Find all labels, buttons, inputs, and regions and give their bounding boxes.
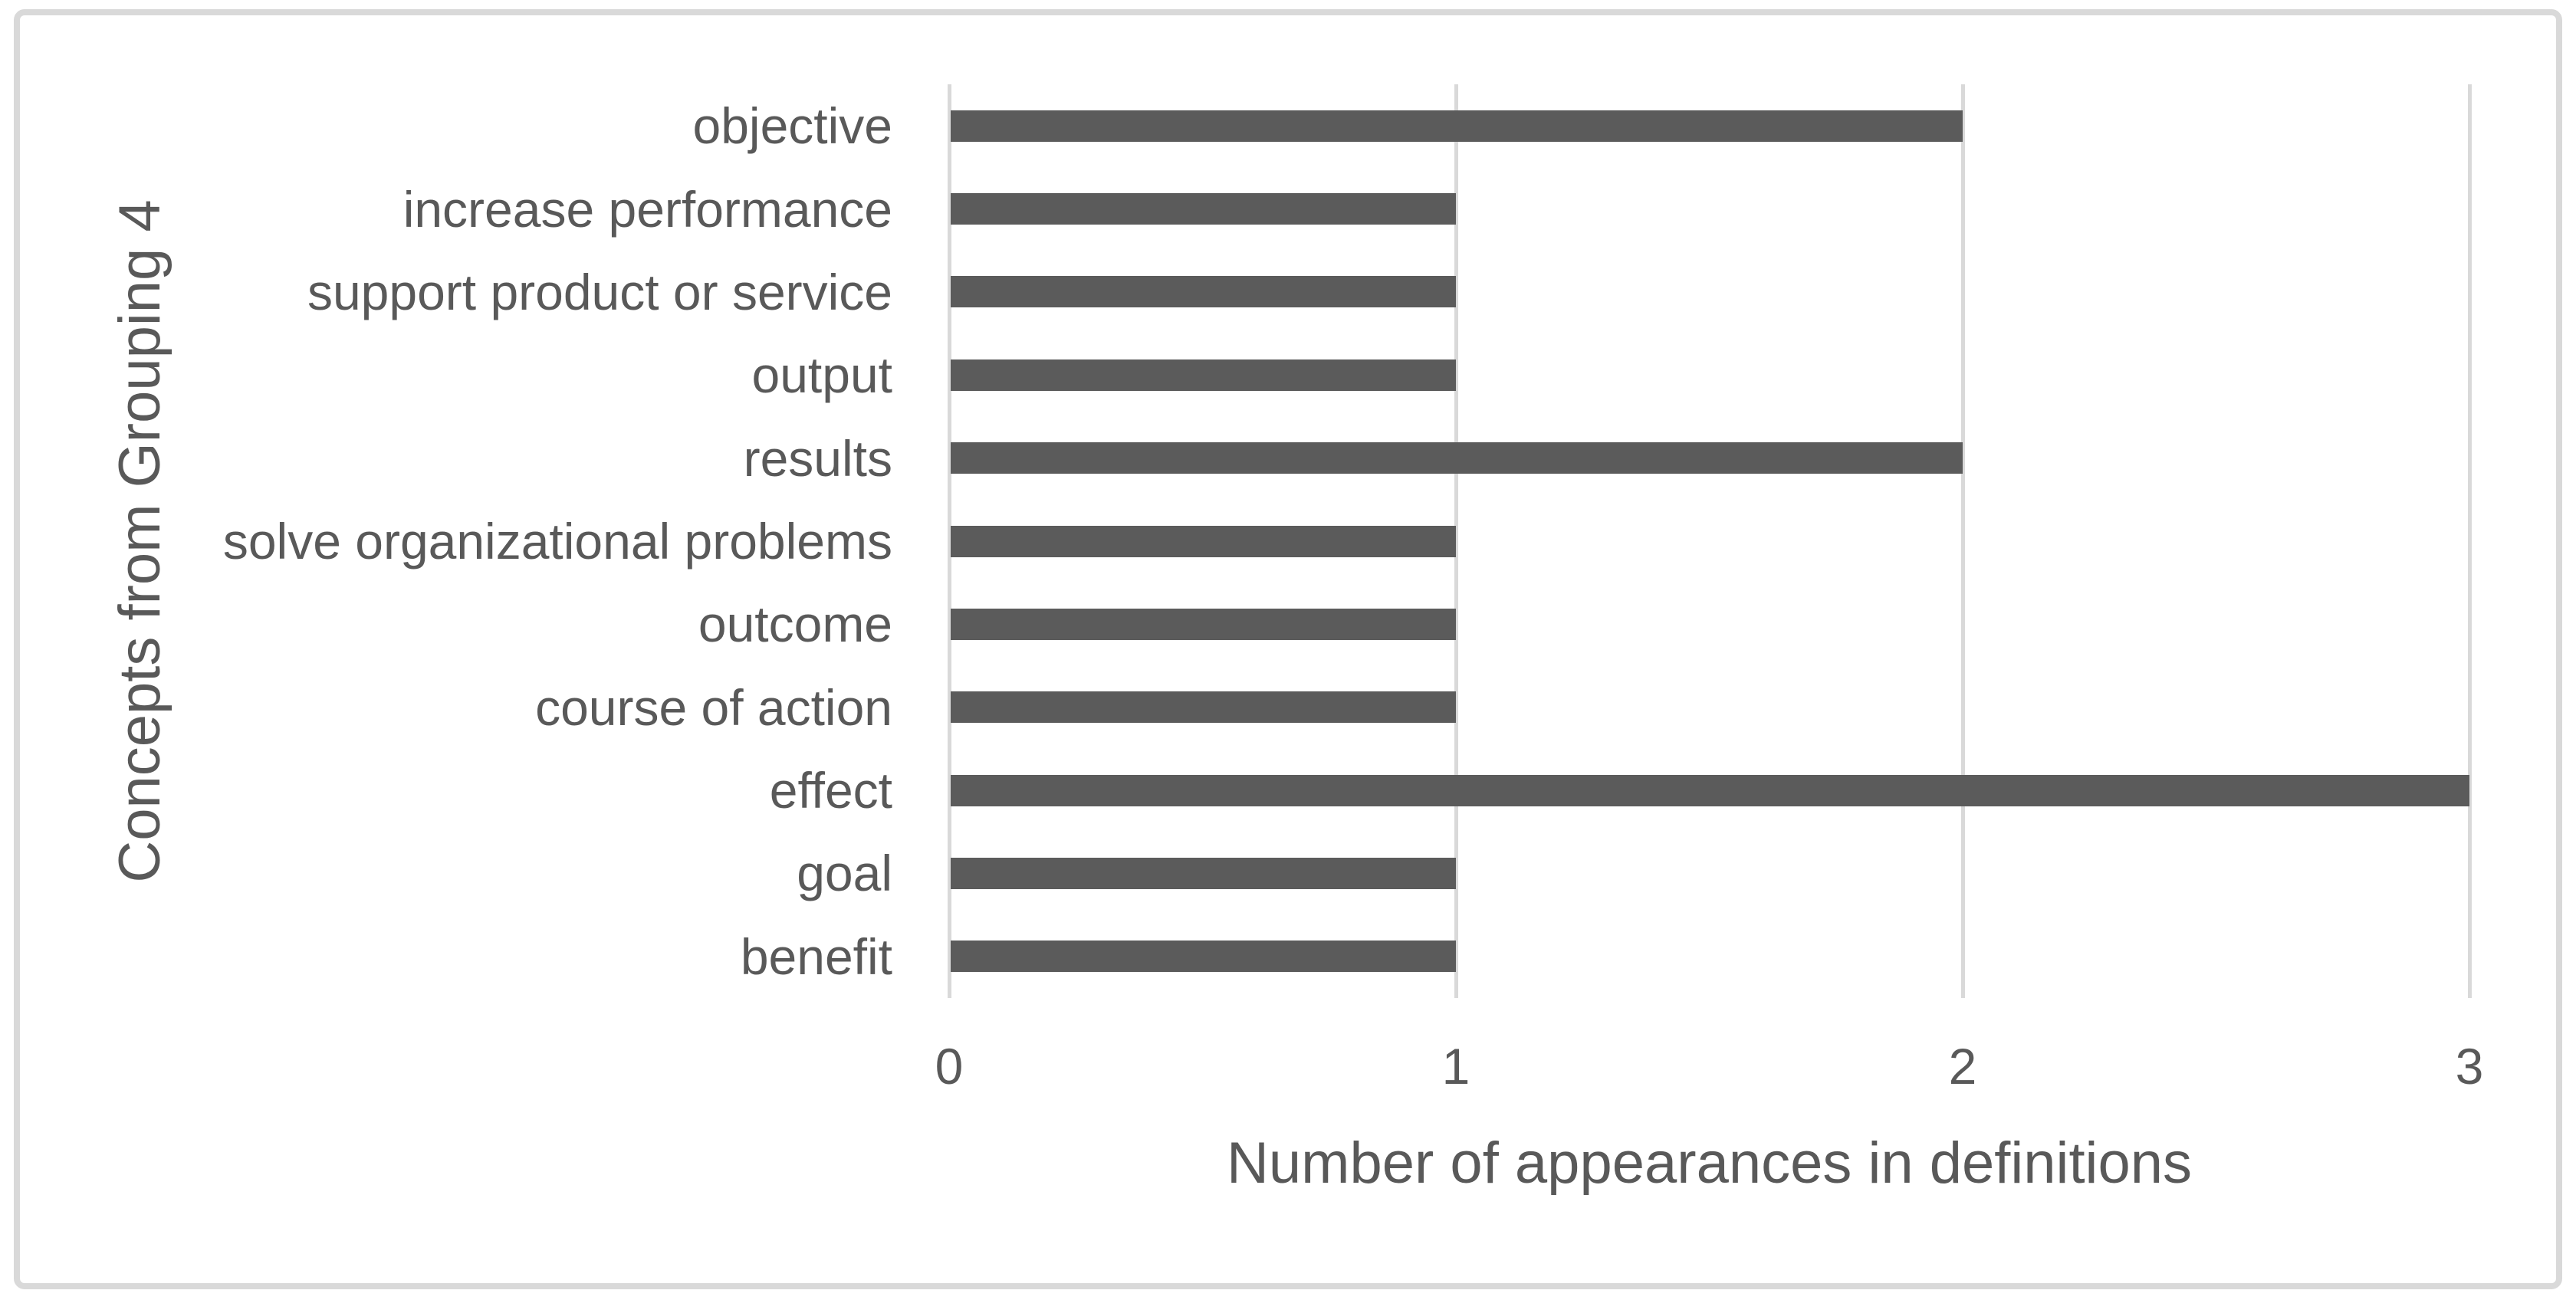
category-label-increase-performance: increase performance — [402, 180, 892, 238]
bar-results — [951, 442, 1963, 474]
bar-objective — [951, 110, 1963, 142]
category-label-support-product-or-service: support product or service — [307, 263, 892, 320]
bar-support-product-or-service — [951, 276, 1456, 308]
category-label-course-of-action: course of action — [535, 678, 892, 736]
category-label-results: results — [743, 429, 892, 487]
category-label-effect: effect — [769, 762, 892, 819]
gridline-x-3 — [2467, 84, 2472, 998]
bar-outcome — [951, 608, 1456, 640]
x-tick-label-1: 1 — [1441, 1038, 1470, 1095]
category-label-goal: goal — [797, 845, 892, 902]
category-label-objective: objective — [692, 97, 893, 155]
category-label-benefit: benefit — [740, 927, 892, 985]
bar-effect — [951, 774, 2469, 806]
gridline-x-1 — [1454, 84, 1458, 998]
plot-area — [947, 84, 2472, 998]
gridline-x-2 — [1960, 84, 1965, 998]
x-axis-title: Number of appearances in definitions — [1227, 1131, 2192, 1196]
bar-increase-performance — [951, 193, 1456, 225]
x-tick-label-3: 3 — [2455, 1038, 2484, 1095]
x-tick-label-2: 2 — [1948, 1038, 1977, 1095]
category-label-output: output — [751, 346, 893, 404]
category-label-outcome: outcome — [698, 596, 892, 653]
bar-output — [951, 359, 1456, 391]
category-label-solve-organizational-problems: solve organizational problems — [222, 512, 892, 570]
x-tick-label-0: 0 — [935, 1038, 964, 1095]
gridline-x-0 — [947, 84, 951, 998]
bar-goal — [951, 857, 1456, 889]
bar-benefit — [951, 941, 1456, 973]
category-axis-labels: objective increase performance support pro… — [0, 84, 892, 998]
bar-solve-organizational-problems — [951, 525, 1456, 557]
bar-course-of-action — [951, 691, 1456, 724]
x-axis-tick-labels: 0 1 2 3 — [935, 1038, 2484, 1102]
